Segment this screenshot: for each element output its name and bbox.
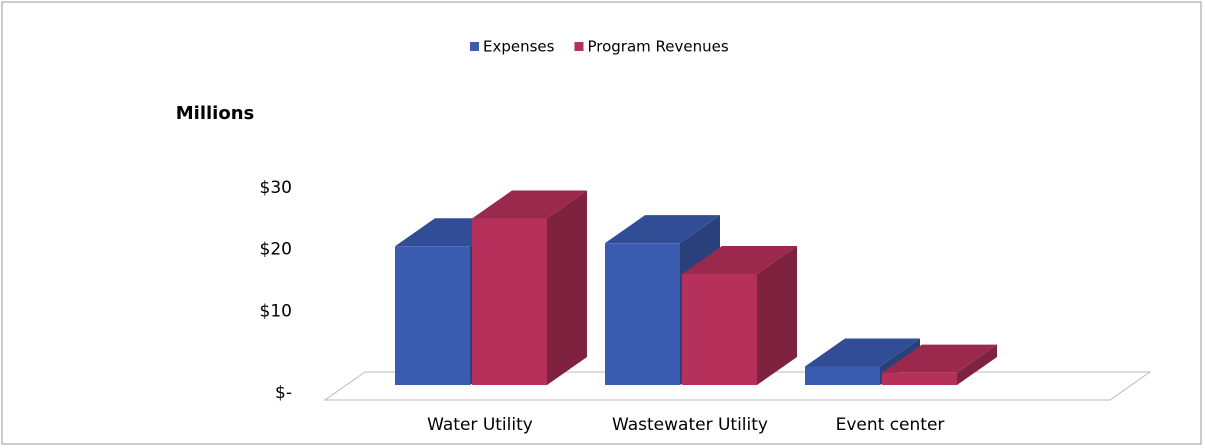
x-tick-label: Water Utility (427, 415, 533, 435)
bar (805, 366, 880, 385)
bar-top (682, 246, 797, 274)
bar-top (882, 344, 997, 373)
legend-swatch (574, 42, 584, 51)
floor (323, 371, 1152, 401)
bar (605, 243, 680, 385)
bar-top (472, 190, 587, 219)
bar-top (605, 215, 720, 244)
bar-side (957, 344, 997, 385)
bar (395, 246, 470, 385)
bar-top (805, 338, 920, 367)
x-tick-label: Event center (836, 415, 945, 435)
bar-side (547, 190, 587, 385)
legend-label: Expenses (483, 38, 555, 56)
y-tick-label: $20 (260, 240, 292, 260)
y-tick-label: $10 (260, 301, 292, 321)
bar (882, 372, 957, 385)
y-tick-label: $- (275, 383, 292, 403)
y-axis-label: Millions (176, 103, 255, 124)
legend-swatch (470, 42, 479, 51)
bar (682, 274, 757, 385)
x-tick-label: Wastewater Utility (612, 415, 768, 435)
bar-side (757, 246, 797, 385)
y-tick-label: $30 (260, 178, 292, 198)
legend-label: Program Revenues (587, 38, 728, 56)
bar (472, 218, 547, 385)
